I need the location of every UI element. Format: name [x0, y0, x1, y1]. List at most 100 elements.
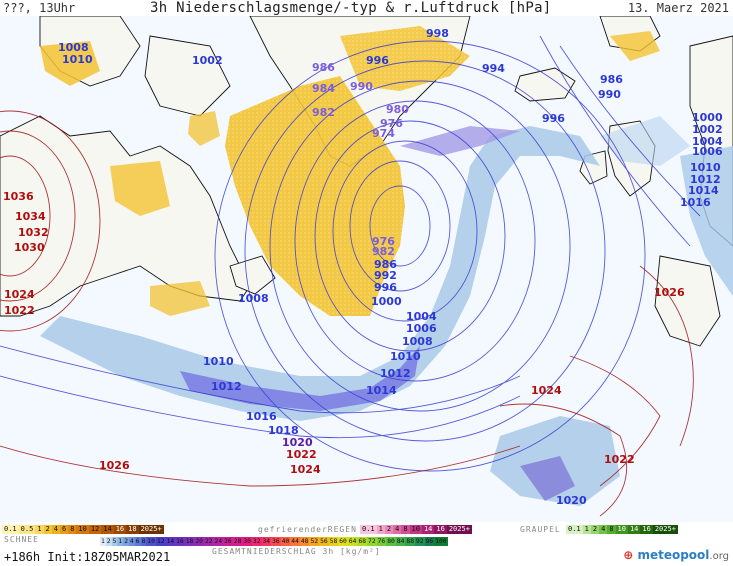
- rain-scale-step: 36: [271, 537, 281, 546]
- snow-scale-step: 14: [101, 525, 114, 534]
- rain-scale-step: 92: [415, 537, 425, 546]
- rain-scale-step: 84: [395, 537, 406, 546]
- isobar-label: 1000: [692, 111, 723, 124]
- logo-text: meteopool: [637, 548, 710, 562]
- graupel-scale: 0.1 1 2 4 8 10 14 16 2025+: [566, 525, 678, 534]
- freezing-scale-step: 10: [409, 525, 422, 534]
- snow-scale-step: 8: [68, 525, 77, 534]
- isobar-label: 1016: [246, 410, 277, 423]
- rain-scale-step: 20: [194, 537, 204, 546]
- isobar-label: 1002: [692, 123, 723, 136]
- snow-scale-step: 0.1: [2, 525, 19, 534]
- rain-scale-step: 48: [299, 537, 310, 546]
- rain-scale-step: 28: [232, 537, 243, 546]
- snow-scale-step: 0.5: [18, 525, 36, 534]
- rain-scale-step: 5: [111, 537, 118, 546]
- rain-scale-step: 52: [309, 537, 320, 546]
- isobar-label: 982: [372, 245, 395, 258]
- isobar-label: 1004: [692, 135, 723, 148]
- rain-scale-step: 2: [123, 537, 129, 546]
- isobar-label: 1026: [99, 459, 130, 472]
- rain-scale-step: 100: [434, 537, 448, 546]
- isobar-label: 1002: [192, 54, 223, 67]
- snow-scale-step: 1: [35, 525, 44, 534]
- isobar-label: 1022: [286, 448, 317, 461]
- isobar-label: 1024: [4, 288, 35, 301]
- isobar-label: 1008: [402, 335, 433, 348]
- isobar-label: 994: [482, 62, 505, 75]
- isobar-label: 1008: [238, 292, 269, 305]
- isobar-label: 1024: [290, 463, 321, 476]
- map-header: ???, 13Uhr 3h Niederschlagsmenge/-typ & …: [0, 0, 733, 16]
- isobar-label: 980: [386, 103, 409, 116]
- rain-scale-step: 30: [242, 537, 252, 546]
- rain-scale-step: 44: [290, 537, 300, 546]
- rain-scale-step: 6: [134, 537, 141, 546]
- snow-scale-step: 2: [43, 525, 52, 534]
- rain-scale-step: 88: [405, 537, 415, 546]
- forecast-time: ???, 13Uhr: [3, 1, 76, 15]
- isobar-label: 990: [350, 80, 373, 93]
- rain-scale-step: 1: [100, 537, 106, 546]
- freezing-scale-step: 2025+: [446, 525, 472, 534]
- freezing-scale-step: 16: [434, 525, 447, 534]
- rain-scale-step: 32: [251, 537, 262, 546]
- rain-scale-step: 76: [376, 537, 387, 546]
- isobar-label: 990: [598, 88, 621, 101]
- rain-scale-step: 80: [386, 537, 396, 546]
- isobar-label: 1024: [531, 384, 562, 397]
- isobar-label: 986: [374, 258, 397, 271]
- snow-scale-step: 4: [51, 525, 60, 534]
- snow-scale-step: 12: [88, 525, 102, 534]
- rain-scale-step: 56: [319, 537, 329, 546]
- isobar-label: 1020: [282, 436, 313, 449]
- rain-scale-step: 68: [357, 537, 368, 546]
- isobar-label: 1006: [406, 322, 437, 335]
- rain-scale-step: 4: [128, 537, 135, 546]
- isobar-label: 1004: [406, 310, 437, 323]
- snow-scale-step: 2025+: [138, 525, 164, 534]
- isobar-label: 996: [542, 112, 565, 125]
- isobars-blue: [0, 35, 701, 472]
- isobar-label: 996: [366, 54, 389, 67]
- isobar-label: 1000: [371, 295, 402, 308]
- isobar-label: 1022: [4, 304, 35, 317]
- isobar-label: 1034: [15, 210, 46, 223]
- rain-scale-step: 14: [165, 537, 176, 546]
- isobar-label: 1012: [690, 173, 721, 186]
- rain-scale-step: 16: [175, 537, 185, 546]
- rain-scale-step: 8: [140, 537, 147, 546]
- isobar-label: 1018: [268, 424, 299, 437]
- freezing-scale-step: 0.1: [360, 525, 377, 534]
- rain-scale-step: 40: [280, 537, 291, 546]
- logo-suffix: .org: [709, 551, 729, 562]
- rain-scale-step: 72: [367, 537, 377, 546]
- isobar-label: 976: [372, 235, 395, 248]
- isobar-label: 1008: [58, 41, 89, 54]
- map-title: 3h Niederschlagsmenge/-typ & r.Luftdruck…: [150, 0, 552, 16]
- isobar-label: 986: [312, 61, 335, 74]
- weather-map: 1008 1010 1002 998 986 996 994 984 990 9…: [0, 16, 733, 522]
- isobar-label: 1014: [688, 184, 719, 197]
- graupel-scale-step: 0.1: [566, 525, 583, 534]
- rain-scale-step: 18: [184, 537, 195, 546]
- rain-scale-step: 58: [328, 537, 339, 546]
- rain-scale-step: 24: [213, 537, 224, 546]
- rain-precipitation: [40, 116, 733, 506]
- rain-scale-step: 12: [155, 537, 166, 546]
- snow-scale-step: 10: [76, 525, 89, 534]
- graupel-scale-step: 2: [590, 525, 600, 534]
- rain-scale-step: 26: [223, 537, 233, 546]
- model-run-info: +186h Init:18Z05MAR2021: [4, 550, 171, 564]
- rain-scale-step: 1: [117, 537, 124, 546]
- graupel-scale-step: 16: [640, 525, 653, 534]
- isobar-label: 998: [426, 27, 449, 40]
- isobar-label: 986: [600, 73, 623, 86]
- isobar-label: 1006: [692, 145, 723, 158]
- isobar-label: 984: [312, 82, 335, 95]
- isobar-label: 1014: [366, 384, 397, 397]
- isobar-label: 1026: [654, 286, 685, 299]
- isobar-label: 1010: [390, 350, 421, 363]
- graupel-label: GRAUPEL: [520, 525, 561, 534]
- graupel-scale-step: 4: [599, 525, 608, 534]
